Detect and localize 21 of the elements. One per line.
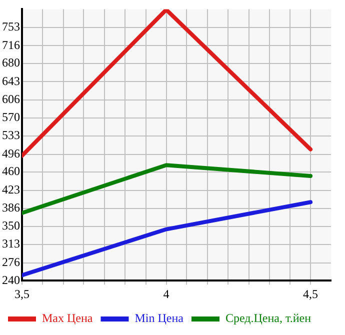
y-tick-label: 350 <box>2 218 20 232</box>
y-tick-label: 423 <box>2 182 20 196</box>
legend-label: Сред.Цена, т.йен <box>225 311 312 326</box>
y-tick-label: 240 <box>2 272 20 287</box>
legend-label: Min Цена <box>134 311 184 326</box>
y-tick-label: 643 <box>2 74 20 88</box>
y-tick-label: 460 <box>2 164 20 178</box>
y-tick-label: 570 <box>2 110 20 124</box>
y-tick-label: 606 <box>2 92 20 106</box>
x-tick-label: 4,5 <box>303 286 318 301</box>
y-tick-label: 753 <box>2 20 20 34</box>
x-tick-label: 4 <box>163 286 170 301</box>
y-tick-label: 276 <box>2 254 20 269</box>
y-tick-label: 533 <box>2 128 20 142</box>
y-tick-label: 680 <box>2 56 20 70</box>
x-tick-label: 3,5 <box>14 286 30 301</box>
y-tick-label: 313 <box>2 236 20 251</box>
legend-label: Max Цена <box>42 311 94 326</box>
y-tick-label: 496 <box>2 146 20 160</box>
y-tick-label: 716 <box>2 38 20 52</box>
y-tick-label: 386 <box>2 200 20 215</box>
